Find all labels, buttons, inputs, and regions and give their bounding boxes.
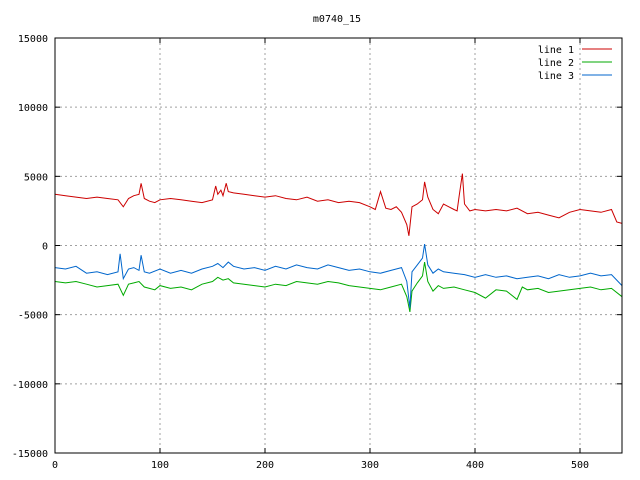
y-tick-label: 15000	[18, 34, 48, 45]
legend-label: line 3	[538, 71, 574, 82]
axis-ticks: 0 100 200 300 400 500 -15000 -10000 -5000 0 5000 10…	[12, 34, 622, 471]
x-tick-label: 200	[256, 460, 274, 471]
x-tick-label: 500	[571, 460, 589, 471]
grid	[55, 38, 622, 453]
series-line-3	[54, 244, 623, 308]
series-line-1	[54, 173, 623, 236]
series-lines	[54, 173, 623, 312]
x-tick-label: 400	[466, 460, 484, 471]
y-tick-label: -15000	[12, 449, 48, 460]
y-tick-label: -10000	[12, 380, 48, 391]
legend: line 1 line 2 line 3	[538, 45, 612, 82]
y-tick-label: 10000	[18, 103, 48, 114]
chart-title: m0740_15	[313, 14, 361, 25]
y-tick-label: 5000	[24, 172, 48, 183]
legend-label: line 2	[538, 58, 574, 69]
x-tick-label: 300	[361, 460, 379, 471]
legend-label: line 1	[538, 45, 574, 56]
x-tick-label: 100	[151, 460, 169, 471]
y-tick-label: -5000	[18, 311, 48, 322]
x-tick-label: 0	[52, 460, 58, 471]
series-line-2	[54, 262, 623, 312]
y-tick-label: 0	[42, 242, 48, 253]
